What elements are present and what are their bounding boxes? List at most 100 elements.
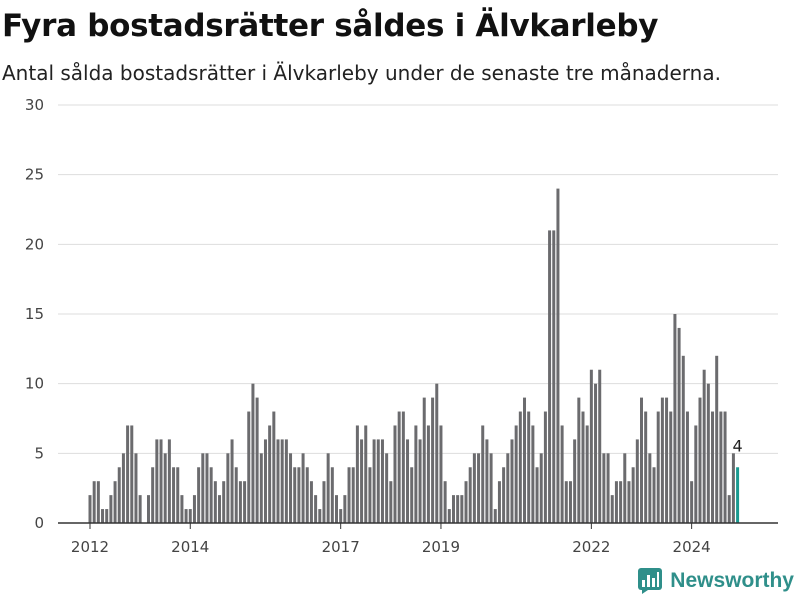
bar <box>472 453 476 523</box>
bar <box>218 495 222 523</box>
bar <box>130 425 134 523</box>
bar <box>535 467 539 523</box>
bar <box>451 495 455 523</box>
bar <box>138 495 142 523</box>
x-tick-label: 2019 <box>422 538 460 556</box>
bar <box>673 314 677 523</box>
bar <box>322 481 326 523</box>
data-labels: 4 <box>732 436 742 455</box>
bar <box>238 481 242 523</box>
bar <box>364 425 368 523</box>
bar <box>439 425 443 523</box>
x-axis: 2012 2014 2017 2019 2022 2024 <box>58 522 778 556</box>
bar <box>573 439 577 523</box>
bar <box>88 495 92 523</box>
bar <box>514 425 518 523</box>
y-tick-label: 30 <box>25 96 44 114</box>
bar <box>293 467 297 523</box>
bar <box>652 467 656 523</box>
bar <box>372 439 376 523</box>
bar <box>656 411 660 523</box>
bar <box>113 481 117 523</box>
bar <box>627 481 631 523</box>
bar <box>188 509 192 523</box>
bar <box>96 481 100 523</box>
brand-name: Newsworthy <box>670 569 794 592</box>
bar <box>581 411 585 523</box>
bar <box>485 439 489 523</box>
bar <box>134 453 138 523</box>
bar <box>489 453 493 523</box>
bar <box>443 481 447 523</box>
bar <box>644 411 648 523</box>
bar <box>727 495 731 523</box>
bar <box>243 481 247 523</box>
bar <box>497 481 501 523</box>
bar <box>297 467 301 523</box>
bar <box>197 467 201 523</box>
bar <box>121 453 125 523</box>
bar <box>314 495 318 523</box>
bar <box>493 509 497 523</box>
bar <box>506 453 510 523</box>
bar <box>155 439 159 523</box>
bar <box>594 383 598 523</box>
x-tick-label: 2022 <box>572 538 610 556</box>
bar <box>401 411 405 523</box>
bar <box>531 425 535 523</box>
bar <box>610 495 614 523</box>
highlight-bar <box>736 467 740 523</box>
y-tick-label: 10 <box>25 375 44 393</box>
bar <box>548 230 552 523</box>
bar <box>389 481 393 523</box>
bar <box>305 467 309 523</box>
bar <box>326 453 330 523</box>
bar <box>151 467 155 523</box>
bar <box>251 383 255 523</box>
x-tick-label: 2014 <box>171 538 209 556</box>
bar <box>539 453 543 523</box>
brand-logo: Newsworthy <box>638 568 794 594</box>
bar <box>560 425 564 523</box>
bar <box>418 439 422 523</box>
bar <box>255 397 259 523</box>
bar <box>460 495 464 523</box>
bar <box>222 481 226 523</box>
bar <box>163 453 167 523</box>
bar <box>180 495 184 523</box>
bar <box>347 467 351 523</box>
bar <box>226 453 230 523</box>
bar <box>209 467 213 523</box>
x-tick-label: 2017 <box>322 538 360 556</box>
bar <box>731 453 735 523</box>
bar <box>360 439 364 523</box>
bar <box>631 467 635 523</box>
bar <box>184 509 188 523</box>
bar <box>268 425 272 523</box>
y-tick-label: 5 <box>34 444 44 462</box>
bar <box>234 467 238 523</box>
bar <box>247 411 251 523</box>
bar <box>330 467 334 523</box>
bar <box>176 467 180 523</box>
bar <box>681 355 685 523</box>
bar <box>523 397 527 523</box>
bar <box>527 411 531 523</box>
bar <box>109 495 113 523</box>
bar <box>606 453 610 523</box>
bar <box>92 481 96 523</box>
bar <box>435 383 439 523</box>
bar <box>192 495 196 523</box>
bar <box>602 453 606 523</box>
y-axis-ticks: 0 5 10 15 20 25 30 <box>25 96 44 532</box>
bar <box>335 495 338 523</box>
bar <box>614 481 618 523</box>
y-tick-label: 20 <box>25 235 44 253</box>
bar <box>502 467 506 523</box>
bar <box>410 467 414 523</box>
bar <box>456 495 460 523</box>
bar <box>510 439 514 523</box>
bar <box>464 481 468 523</box>
bar <box>406 439 410 523</box>
